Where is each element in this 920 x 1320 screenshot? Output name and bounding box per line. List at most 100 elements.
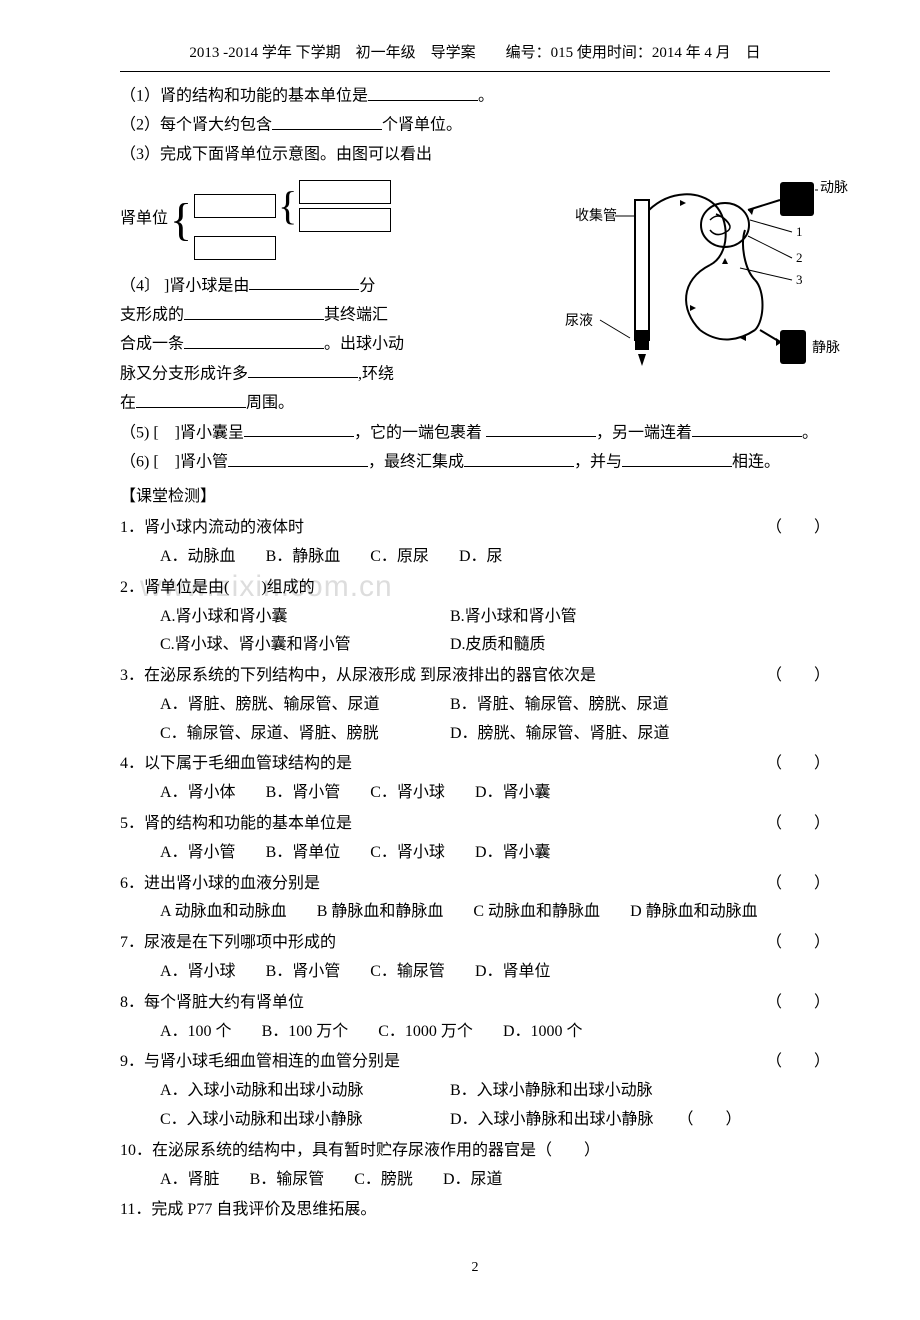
blank <box>228 448 368 467</box>
option: A．肾小管 <box>160 839 236 868</box>
figure-block: 肾单位 { { <box>120 180 830 390</box>
answer-paren: （ ） <box>766 662 830 691</box>
t: 其终端汇 <box>324 307 388 324</box>
options-row: A 动脉血和动脉血B 静脉血和静脉血C 动脉血和静脉血D 静脉血和动脉血 <box>160 898 830 927</box>
item-3: （3）完成下面肾单位示意图。由图可以看出 <box>120 141 830 170</box>
box <box>194 236 276 260</box>
option: B．入球小静脉和出球小动脉 <box>450 1077 740 1106</box>
t: ，它的一端包裹着 <box>354 424 482 441</box>
option-line: C．输尿管、尿道、肾脏、膀胱D．膀胱、输尿管、肾脏、尿道 <box>160 720 830 749</box>
t: 。出球小动 <box>324 336 404 353</box>
t: ，另一端连着 <box>596 424 692 441</box>
option: B.肾小球和肾小管 <box>450 603 740 632</box>
option: C．肾小球 <box>370 779 445 808</box>
question-num: 1． <box>120 519 144 536</box>
t: 相连。 <box>732 454 780 471</box>
artery-label: 动脉 <box>820 180 848 196</box>
question-text: 尿液是在下列哪项中形成的 <box>144 934 336 951</box>
question-num: 2． <box>120 579 144 596</box>
blank <box>622 448 732 467</box>
option: B．肾单位 <box>266 839 341 868</box>
item-1: （1）肾的结构和功能的基本单位是。 <box>120 82 830 111</box>
question-num: 4． <box>120 755 144 772</box>
item-5: （5) [ ]肾小囊呈，它的一端包裹着 ，另一端连着。 <box>120 419 830 448</box>
question-list: 1．肾小球内流动的液体时（ ）A．动脉血B．静脉血C．原尿D．尿2．肾单位是由(… <box>120 514 830 1225</box>
bracket-diagram: 肾单位 { { <box>120 180 391 260</box>
t: （5) [ ]肾小囊呈 <box>120 424 244 441</box>
box <box>194 194 276 218</box>
question-stem: 7．尿液是在下列哪项中形成的 （ ） <box>120 929 830 958</box>
blank <box>692 419 802 438</box>
question-stem: 8．每个肾脏大约有肾单位（ ） <box>120 989 830 1018</box>
question-stem: 5．肾的结构和功能的基本单位是（ ） <box>120 810 830 839</box>
brace-icon: { <box>170 199 192 240</box>
item-4-l2: 支形成的 其终端汇 <box>120 301 490 330</box>
question-stem: 3．在泌尿系统的下列结构中，从尿液形成 到尿液排出的器官依次是（ ） <box>120 662 830 691</box>
question-num: 9． <box>120 1053 144 1070</box>
question-stem: 1．肾小球内流动的液体时（ ） <box>120 514 830 543</box>
options-row: A．肾脏B．输尿管C．膀胱D．尿道 <box>160 1166 830 1195</box>
option: B 静脉血和静脉血 <box>317 898 444 927</box>
question-stem: 10．在泌尿系统的结构中，具有暂时贮存尿液作用的器官是（ ） <box>120 1137 830 1166</box>
t: 分 <box>359 277 375 294</box>
item-2a: （2）每个肾大约包含 <box>120 117 272 134</box>
question: 5．肾的结构和功能的基本单位是（ ）A．肾小管B．肾单位C．肾小球D．肾小囊 <box>120 810 830 868</box>
option: C．原尿 <box>370 543 429 572</box>
question-text: 进出肾小球的血液分别是 <box>144 875 320 892</box>
item-6: （6) [ ]肾小管，最终汇集成，并与相连。 <box>120 448 830 477</box>
options-row: A．100 个B．100 万个C．1000 万个D．1000 个 <box>160 1018 830 1047</box>
question-num: 6． <box>120 875 144 892</box>
t: 支形成的 <box>120 307 184 324</box>
option: D．膀胱、输尿管、肾脏、尿道 <box>450 720 740 749</box>
item-2: （2）每个肾大约包含个肾单位。 <box>120 111 830 140</box>
option: C．1000 万个 <box>378 1018 473 1047</box>
box <box>299 208 391 232</box>
t: 在 <box>120 395 136 412</box>
question-stem: 4．以下属于毛细血管球结构的是 （ ） <box>120 750 830 779</box>
vein-label: 静脉 <box>812 340 840 356</box>
question: 8．每个肾脏大约有肾单位（ ）A．100 个B．100 万个C．1000 万个D… <box>120 989 830 1047</box>
question-stem: 2．肾单位是由( )组成的 <box>120 574 830 603</box>
blank <box>368 82 478 101</box>
question-text: 在泌尿系统的结构中，具有暂时贮存尿液作用的器官是（ ） <box>152 1142 600 1159</box>
option: D．肾单位 <box>475 958 551 987</box>
option: C 动脉血和静脉血 <box>473 898 600 927</box>
question: 1．肾小球内流动的液体时（ ）A．动脉血B．静脉血C．原尿D．尿 <box>120 514 830 572</box>
option: B．肾脏、输尿管、膀胱、尿道 <box>450 691 740 720</box>
blank <box>184 301 324 320</box>
answer-paren: （ ） <box>766 929 830 958</box>
option-line: C.肾小球、肾小囊和肾小管D.皮质和髓质 <box>160 631 830 660</box>
option: A.肾小球和肾小囊 <box>160 603 450 632</box>
answer-paren: （ ） <box>766 750 830 779</box>
option: D.皮质和髓质 <box>450 631 740 660</box>
t: （6) [ ]肾小管 <box>120 454 228 471</box>
unit-label: 肾单位 <box>120 205 168 234</box>
t: 脉又分支形成许多 <box>120 365 248 382</box>
question: 4．以下属于毛细血管球结构的是（ ）A．肾小体B．肾小管C．肾小球D．肾小囊 <box>120 750 830 808</box>
answer-paren: （ ） <box>766 870 830 899</box>
options-block: A．入球小动脉和出球小动脉B．入球小静脉和出球小动脉C．入球小动脉和出球小静脉D… <box>160 1077 830 1135</box>
question-num: 10． <box>120 1142 152 1159</box>
answer-paren: （ ） <box>766 989 830 1018</box>
item-1-end: 。 <box>478 88 494 105</box>
item-4-l4: 脉又分支形成许多,环绕 <box>120 360 490 389</box>
question-num: 11． <box>120 1201 151 1218</box>
option: A．肾脏、膀胱、输尿管、尿道 <box>160 691 450 720</box>
question-stem: 11．完成 P77 自我评价及思维拓展。 <box>120 1196 830 1225</box>
option: D．肾小囊 <box>475 839 551 868</box>
question-text: 与肾小球毛细血管相连的血管分别是 <box>144 1053 400 1070</box>
question-text: 肾小球内流动的液体时 <box>144 519 304 536</box>
question: 6．进出肾小球的血液分别是（ ）A 动脉血和动脉血B 静脉血和静脉血C 动脉血和… <box>120 870 830 928</box>
num2: 2 <box>796 250 803 265</box>
option: C．膀胱 <box>354 1166 413 1195</box>
options-row: A．肾小管B．肾单位C．肾小球D．肾小囊 <box>160 839 830 868</box>
option: A．肾小体 <box>160 779 236 808</box>
question: 7．尿液是在下列哪项中形成的（ ）A．肾小球B．肾小管C．输尿管D．肾单位 <box>120 929 830 987</box>
question-num: 7． <box>120 934 144 951</box>
blank <box>248 360 358 379</box>
question-num: 5． <box>120 815 144 832</box>
box <box>299 180 391 204</box>
question-text: 以下属于毛细血管球结构的是 <box>144 755 352 772</box>
option: D．1000 个 <box>503 1018 583 1047</box>
option: B．输尿管 <box>250 1166 325 1195</box>
